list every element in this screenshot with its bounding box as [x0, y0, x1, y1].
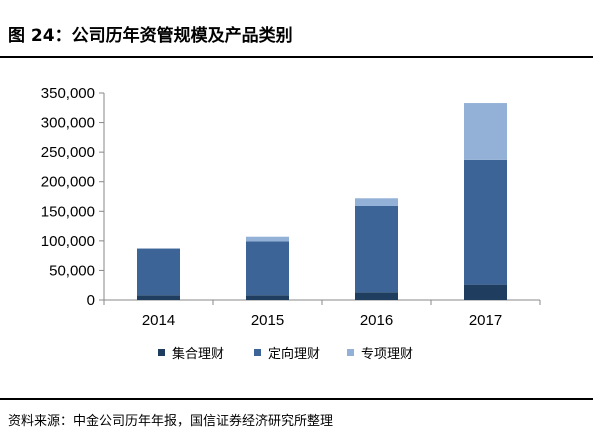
figure-title: 图 24：公司历年资管规模及产品类别 — [8, 26, 293, 46]
legend-label: 集合理财 — [172, 346, 224, 362]
bar-segment — [464, 159, 507, 285]
bar-segment — [464, 103, 507, 160]
y-tick-label: 100,000 — [41, 233, 95, 250]
source-footer: 资料来源：中金公司历年年报，国信证券经济研究所整理 — [0, 398, 593, 438]
source-note: 资料来源：中金公司历年年报，国信证券经济研究所整理 — [8, 414, 334, 429]
y-tick-label: 50,000 — [49, 262, 95, 279]
legend-label: 定向理财 — [268, 346, 320, 362]
x-tick-label: 2017 — [469, 312, 502, 329]
figure-header: 图 24：公司历年资管规模及产品类别 — [0, 0, 593, 58]
stacked-bar-chart: 0 50,000 100,000 150,000 200,000 250,000 300,0… — [41, 85, 541, 362]
bar-segment — [246, 236, 289, 242]
y-tick-label: 300,000 — [41, 115, 95, 132]
x-tick-label: 2014 — [142, 312, 175, 329]
y-tick-label: 0 — [87, 292, 95, 309]
y-tick-label: 250,000 — [41, 144, 95, 161]
bar-segment — [246, 295, 289, 300]
bar-segment — [464, 284, 507, 300]
chart-area: 0 50,000 100,000 150,000 200,000 250,000 300,0… — [0, 58, 593, 388]
legend-label: 专项理财 — [361, 347, 413, 362]
bar-segment — [355, 198, 398, 206]
legend-swatch — [254, 349, 261, 356]
bar-segment — [137, 295, 180, 300]
bar-segment — [355, 205, 398, 293]
x-tick-label: 2015 — [251, 312, 284, 329]
bar-segment — [355, 292, 398, 300]
bar-segment — [246, 241, 289, 296]
legend-swatch — [347, 349, 354, 356]
legend-swatch — [158, 349, 165, 356]
x-tick-label: 2016 — [360, 312, 393, 329]
y-tick-label: 200,000 — [41, 174, 95, 191]
y-tick-label: 350,000 — [41, 85, 95, 102]
y-tick-label: 150,000 — [41, 203, 95, 220]
bar-segment — [137, 248, 180, 296]
